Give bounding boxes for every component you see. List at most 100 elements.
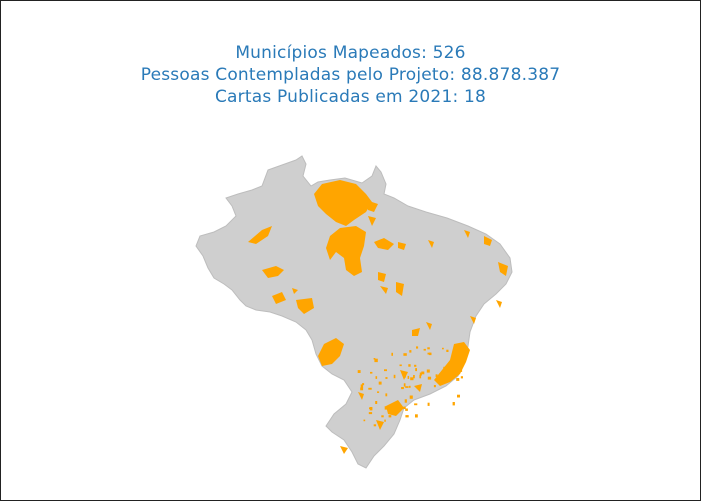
municipality-speck bbox=[385, 393, 388, 397]
municipality-speck bbox=[404, 399, 407, 403]
municipality-speck bbox=[363, 419, 366, 422]
municipality-speck bbox=[409, 395, 413, 399]
municipality-speck bbox=[405, 408, 408, 411]
highlight-region bbox=[248, 226, 272, 244]
municipality-speck bbox=[381, 415, 384, 418]
highlight-region bbox=[434, 342, 470, 386]
municipality-speck bbox=[391, 352, 393, 356]
municipality-speck bbox=[410, 377, 414, 381]
municipality-speck bbox=[373, 424, 377, 427]
municipality-speck bbox=[460, 369, 463, 372]
highlight-region bbox=[376, 420, 384, 430]
municipality-speck bbox=[384, 369, 387, 372]
municipality-speck bbox=[408, 385, 411, 388]
municipios-count-label: Municípios Mapeados: 526 bbox=[235, 43, 466, 63]
municipality-speck bbox=[416, 346, 419, 349]
municipality-speck bbox=[426, 369, 430, 373]
highlight-region bbox=[368, 216, 376, 226]
municipality-speck bbox=[415, 414, 418, 418]
municipality-speck bbox=[384, 406, 388, 410]
highlight-region bbox=[484, 236, 492, 246]
municipality-speck bbox=[388, 415, 392, 418]
highlight-region bbox=[470, 316, 476, 324]
municipality-speck bbox=[368, 412, 373, 415]
municipality-speck bbox=[393, 374, 396, 379]
highlight-region bbox=[414, 384, 422, 392]
municipality-speck bbox=[414, 364, 417, 367]
highlight-region bbox=[366, 200, 378, 212]
municipality-speck bbox=[419, 372, 422, 376]
municipality-speck bbox=[369, 407, 373, 411]
municipality-speck bbox=[403, 383, 406, 387]
municipality-speck bbox=[403, 406, 406, 409]
mapped-municipalities-layer bbox=[248, 180, 508, 454]
municipality-speck bbox=[375, 401, 378, 404]
municipality-speck bbox=[401, 387, 404, 390]
municipality-speck bbox=[409, 350, 412, 353]
highlight-region bbox=[396, 282, 404, 296]
people-count-label: Pessoas Contempladas pelo Projeto: 88.87… bbox=[140, 65, 561, 85]
municipality-speck bbox=[374, 358, 378, 363]
municipality-speck bbox=[357, 370, 361, 373]
municipality-speck bbox=[415, 368, 417, 372]
municipality-speck bbox=[443, 366, 445, 369]
highlight-region bbox=[358, 392, 364, 400]
municipality-speck bbox=[427, 347, 430, 350]
municipality-speck bbox=[375, 376, 378, 379]
municipality-speck bbox=[460, 376, 463, 379]
municipality-speck bbox=[377, 391, 380, 393]
municipality-speck bbox=[370, 371, 373, 374]
highlight-region bbox=[340, 446, 348, 454]
municipality-speck bbox=[427, 352, 431, 355]
highlight-region bbox=[380, 286, 388, 294]
municipality-speck bbox=[384, 419, 386, 422]
highlight-region bbox=[398, 242, 406, 250]
municipality-speck bbox=[360, 384, 364, 388]
municipality-speck bbox=[407, 375, 410, 379]
stats-header: Municípios Mapeados: 526 Pessoas Contemp… bbox=[0, 42, 701, 108]
highlight-region bbox=[314, 180, 372, 226]
highlight-region bbox=[428, 240, 434, 248]
municipality-speck bbox=[427, 402, 430, 406]
municipality-speck bbox=[452, 402, 455, 406]
highlight-region bbox=[326, 226, 366, 276]
highlight-region bbox=[464, 230, 470, 238]
municipality-speck bbox=[427, 376, 432, 380]
municipality-speck bbox=[368, 387, 372, 390]
municipality-speck bbox=[405, 386, 409, 388]
municipality-speck bbox=[403, 353, 407, 356]
highlight-region bbox=[498, 262, 508, 276]
highlight-region bbox=[318, 338, 344, 366]
highlight-region bbox=[426, 322, 432, 330]
highlight-region bbox=[496, 300, 502, 308]
municipality-speck bbox=[385, 377, 388, 379]
highlight-region bbox=[296, 298, 314, 314]
municipality-speck bbox=[421, 371, 425, 375]
scattered-municipality-specks bbox=[357, 346, 463, 427]
highlight-region bbox=[292, 288, 298, 294]
municipality-speck bbox=[453, 375, 456, 377]
municipality-speck bbox=[456, 378, 460, 381]
highlight-region bbox=[374, 238, 394, 250]
letters-count-label: Cartas Publicadas em 2021: 18 bbox=[214, 87, 487, 107]
municipality-speck bbox=[408, 364, 411, 367]
highlight-region bbox=[378, 272, 386, 282]
highlight-region bbox=[412, 328, 420, 336]
municipality-speck bbox=[419, 374, 422, 379]
municipality-speck bbox=[442, 347, 444, 350]
municipality-speck bbox=[373, 358, 376, 360]
brazil-land-shape bbox=[195, 155, 513, 469]
municipality-speck bbox=[378, 381, 382, 385]
highlight-region bbox=[272, 292, 286, 304]
municipality-speck bbox=[457, 394, 460, 398]
municipality-speck bbox=[362, 383, 365, 386]
municipality-speck bbox=[433, 385, 436, 388]
municipality-speck bbox=[413, 375, 415, 379]
municipality-speck bbox=[360, 387, 364, 391]
municipality-speck bbox=[405, 415, 409, 418]
highlight-region bbox=[386, 400, 404, 416]
municipality-speck bbox=[460, 356, 463, 359]
municipality-speck bbox=[446, 349, 449, 352]
